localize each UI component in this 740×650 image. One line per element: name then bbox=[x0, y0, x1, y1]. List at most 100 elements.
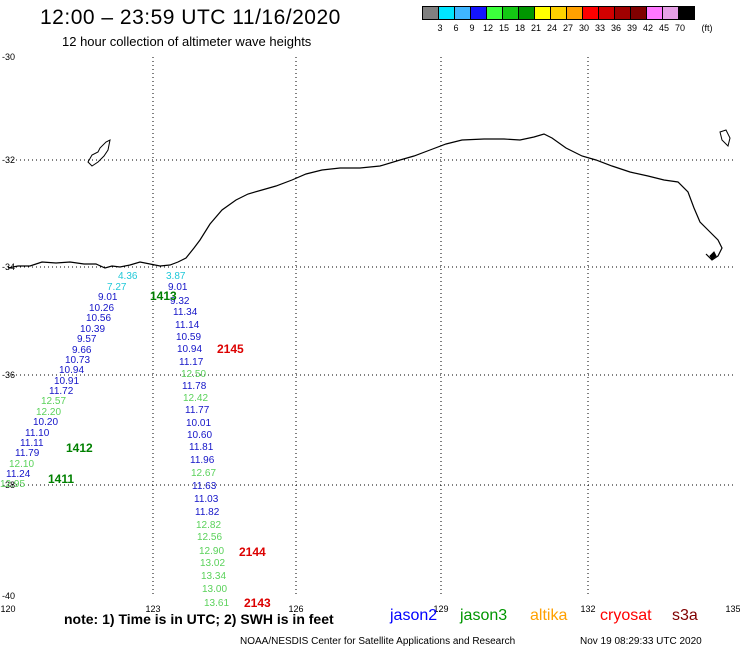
latitude-tick-label: -32 bbox=[2, 155, 15, 165]
color-scale-tick: 27 bbox=[562, 23, 573, 33]
wave-height-label: 11.81 bbox=[189, 442, 214, 453]
longitude-tick-label: 120 bbox=[0, 604, 15, 614]
wave-height-label: 11.96 bbox=[190, 455, 215, 466]
east-track-labels: 3.879.019.3211.3411.1410.5910.9411.1712.… bbox=[166, 271, 229, 609]
wave-height-label: 12.56 bbox=[197, 532, 222, 543]
color-scale-tick: 42 bbox=[642, 23, 653, 33]
color-scale-tick: 18 bbox=[514, 23, 525, 33]
color-scale-tick: 15 bbox=[498, 23, 509, 33]
legend-item-s3a: s3a bbox=[672, 607, 698, 624]
legend-item-altika: altika bbox=[530, 607, 568, 624]
latitude-tick-label: -38 bbox=[2, 480, 15, 490]
color-scale-tick: 9 bbox=[469, 23, 475, 33]
wave-height-label: 10.91 bbox=[54, 376, 79, 387]
wave-height-label: 12.90 bbox=[199, 546, 224, 557]
wave-height-label: 12.42 bbox=[183, 393, 208, 404]
island-small bbox=[709, 251, 717, 260]
wave-height-label: 3.87 bbox=[166, 271, 186, 282]
footer-timestamp: Nov 19 08:29:33 UTC 2020 bbox=[580, 636, 702, 647]
color-scale-tick: 6 bbox=[453, 23, 459, 33]
map-axes: 120 123 126 129 132 135 -30 -32 -34 -36 -38 -40 bbox=[0, 52, 740, 614]
wave-height-label: 10.73 bbox=[65, 355, 90, 366]
wave-height-label: 7.27 bbox=[107, 282, 127, 293]
wave-height-label: 13.02 bbox=[200, 558, 225, 569]
legend-item-jason3: jason3 bbox=[460, 607, 508, 624]
footer-credit: NOAA/NESDIS Center for Satellite Applica… bbox=[240, 636, 516, 647]
wave-height-label: 11.78 bbox=[182, 381, 207, 392]
color-scale-tick: 36 bbox=[610, 23, 621, 33]
longitude-tick-label: 132 bbox=[580, 604, 595, 614]
wave-height-label: 11.11 bbox=[20, 438, 44, 449]
color-scale-tick: 24 bbox=[546, 23, 557, 33]
pass-time-label: 2143 bbox=[244, 596, 271, 610]
west-track-labels: 4.367.279.0110.2610.5610.399.579.6610.73… bbox=[0, 271, 138, 490]
wave-height-label: 13.00 bbox=[202, 584, 227, 595]
wave-height-label: 10.39 bbox=[80, 324, 105, 335]
longitude-tick-label: 123 bbox=[145, 604, 160, 614]
pass-time-label: 2145 bbox=[217, 342, 244, 356]
pass-time-labels: 1413 1412 1411 2145 2144 2143 bbox=[48, 289, 271, 610]
wave-height-label: 13.34 bbox=[201, 571, 226, 582]
wave-height-label: 10.94 bbox=[59, 365, 84, 376]
wave-height-label: 9.01 bbox=[98, 292, 118, 303]
wave-height-label: 12.57 bbox=[41, 396, 66, 407]
wave-height-label: 12.82 bbox=[196, 520, 221, 531]
wave-height-label: 12.10 bbox=[9, 459, 34, 470]
wave-height-label: 12.50 bbox=[181, 369, 206, 380]
wave-height-label: 11.77 bbox=[185, 405, 210, 416]
color-scale-bar bbox=[422, 6, 695, 20]
wave-height-label: 10.26 bbox=[89, 303, 114, 314]
color-scale-tick: 3 bbox=[437, 23, 443, 33]
wave-height-label: 12.95 bbox=[0, 479, 25, 490]
color-scale-unit: (ft) bbox=[701, 23, 713, 33]
wave-height-label: 4.36 bbox=[118, 271, 138, 282]
longitude-tick-label: 129 bbox=[433, 604, 448, 614]
wave-height-label: 11.14 bbox=[175, 320, 200, 331]
page-title: 12:00 – 23:59 UTC 11/16/2020 bbox=[40, 6, 341, 29]
footer-note: note: 1) Time is in UTC; 2) SWH is in fe… bbox=[64, 611, 334, 627]
wave-height-label: 13.61 bbox=[204, 598, 229, 609]
southern-coastline bbox=[7, 133, 723, 269]
latitude-tick-label: -36 bbox=[2, 370, 15, 380]
pass-time-label: 2144 bbox=[239, 545, 266, 559]
wave-height-label: 11.03 bbox=[194, 494, 219, 505]
wave-height-label: 11.79 bbox=[15, 448, 40, 459]
wave-height-label: 12.20 bbox=[36, 407, 61, 418]
coastline bbox=[7, 129, 731, 269]
wave-height-label: 10.56 bbox=[86, 313, 111, 324]
pass-time-label: 1411 bbox=[48, 472, 74, 486]
island-east bbox=[719, 129, 731, 147]
wave-height-label: 10.20 bbox=[33, 417, 58, 428]
wave-height-label: 11.72 bbox=[49, 386, 74, 397]
color-scale-tick: 45 bbox=[658, 23, 669, 33]
wave-height-label: 9.57 bbox=[77, 334, 97, 345]
page-subtitle: 12 hour collection of altimeter wave hei… bbox=[62, 34, 312, 49]
wave-height-label: 11.82 bbox=[195, 507, 220, 518]
color-scale-tick: 70 bbox=[674, 23, 685, 33]
longitude-tick-label: 135 bbox=[725, 604, 740, 614]
latitude-tick-label: -34 bbox=[2, 262, 15, 272]
pass-time-label: 1413 bbox=[150, 289, 177, 303]
latitude-tick-label: -30 bbox=[2, 52, 15, 62]
wave-height-label: 11.10 bbox=[25, 428, 50, 439]
wave-height-label: 10.94 bbox=[177, 344, 202, 355]
latitude-tick-label: -40 bbox=[2, 591, 15, 601]
wave-height-label: 10.60 bbox=[187, 430, 212, 441]
wave-height-label: 11.63 bbox=[192, 481, 217, 492]
wave-height-label: 9.32 bbox=[170, 296, 190, 307]
legend-item-cryosat: cryosat bbox=[600, 607, 652, 624]
map-grid bbox=[8, 57, 733, 596]
color-swatch bbox=[678, 6, 695, 20]
wave-height-label: 9.01 bbox=[168, 282, 188, 293]
wave-height-label: 10.01 bbox=[186, 418, 211, 429]
color-scale-tick: 21 bbox=[530, 23, 541, 33]
color-scale-tick: 12 bbox=[482, 23, 493, 33]
color-scale-tick: 39 bbox=[626, 23, 637, 33]
wave-height-label: 9.66 bbox=[72, 345, 92, 356]
color-scale-tick: 33 bbox=[594, 23, 605, 33]
wave-height-label: 11.34 bbox=[173, 307, 198, 318]
longitude-tick-label: 126 bbox=[288, 604, 303, 614]
wave-height-label: 10.59 bbox=[176, 332, 201, 343]
pass-time-label: 1412 bbox=[66, 441, 93, 455]
